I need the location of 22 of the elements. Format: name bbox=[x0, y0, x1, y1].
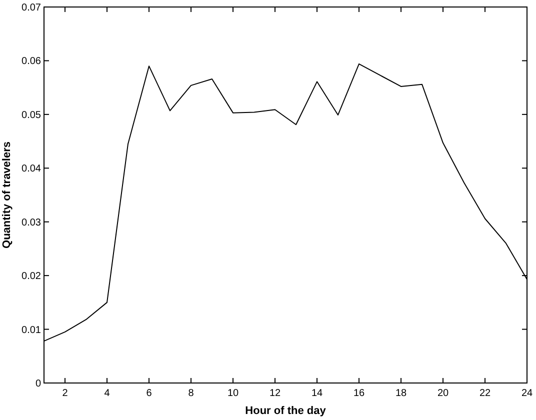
x-tick-label: 10 bbox=[227, 388, 239, 399]
x-tick-label: 20 bbox=[437, 388, 449, 399]
x-tick-label: 12 bbox=[269, 388, 281, 399]
x-tick-label: 22 bbox=[479, 388, 491, 399]
x-tick-label: 18 bbox=[395, 388, 407, 399]
x-tick-label: 8 bbox=[188, 388, 194, 399]
x-tick-label: 14 bbox=[311, 388, 323, 399]
y-tick-label: 0.04 bbox=[22, 164, 42, 175]
x-axis-title: Hour of the day bbox=[245, 405, 327, 417]
y-tick-label: 0.02 bbox=[22, 271, 42, 282]
x-tick-label: 4 bbox=[104, 388, 110, 399]
x-tick-label: 2 bbox=[62, 388, 68, 399]
y-tick-label: 0.05 bbox=[22, 110, 42, 121]
y-tick-label: 0.01 bbox=[22, 324, 42, 336]
y-tick-label: 0.03 bbox=[22, 217, 42, 228]
y-tick-label: 0.06 bbox=[22, 56, 42, 68]
y-tick-label: 0.07 bbox=[22, 2, 42, 14]
y-axis-title: Quantity of travelers bbox=[1, 142, 13, 248]
y-tick-label: 0 bbox=[35, 378, 42, 390]
x-tick-label: 6 bbox=[146, 388, 152, 399]
x-tick-label: 24 bbox=[521, 388, 533, 399]
x-tick-label: 16 bbox=[353, 388, 365, 399]
